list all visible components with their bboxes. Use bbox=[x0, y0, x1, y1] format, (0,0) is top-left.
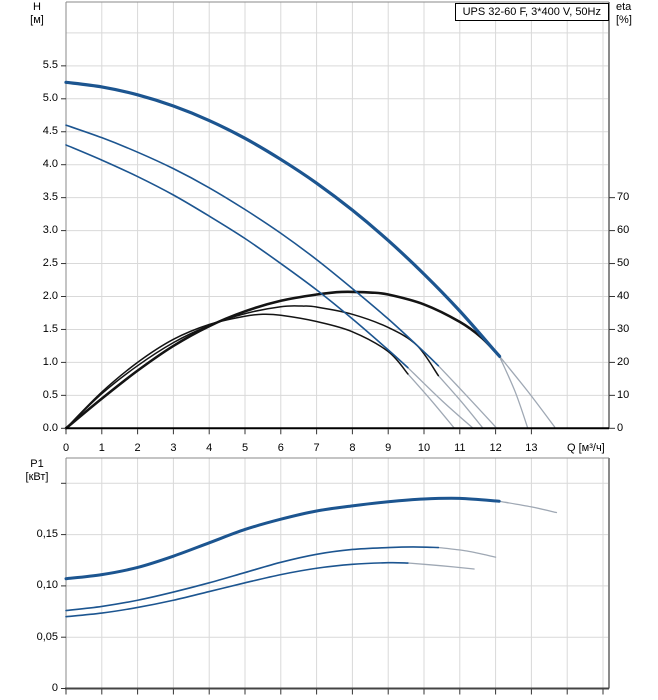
eta-speed1-extension bbox=[407, 373, 456, 429]
q-tick-label: 5 bbox=[241, 442, 249, 454]
h-tick-label: 2.0 bbox=[42, 290, 58, 302]
q-tick-label: 0 bbox=[62, 442, 70, 454]
q-tick-label: 13 bbox=[525, 442, 538, 454]
eta-tick-label: 60 bbox=[617, 224, 630, 237]
q-tick-label: 11 bbox=[454, 442, 466, 454]
h-tick-label: 3.0 bbox=[42, 224, 58, 237]
power-speed1-extension bbox=[407, 562, 475, 570]
q-tick-label: 7 bbox=[313, 442, 320, 454]
power-speed3-extension bbox=[498, 500, 558, 514]
p1-tick-label: 0,15 bbox=[36, 528, 58, 541]
h-tick-label: 2.5 bbox=[42, 257, 58, 270]
q-tick-label: 1 bbox=[98, 442, 105, 454]
h-axis-unit: [м] bbox=[30, 14, 44, 26]
h-tick-label: 4.0 bbox=[42, 158, 58, 171]
eta-tick-label: 10 bbox=[617, 388, 630, 401]
eta-axis-label: eta [%] bbox=[616, 1, 650, 27]
q-tick-label: 2 bbox=[134, 442, 141, 454]
power-speed3-curve bbox=[64, 496, 501, 581]
p1-axis-unit: [кВт] bbox=[25, 471, 49, 483]
eta-tick-label: 50 bbox=[617, 257, 630, 270]
power-speed1-curve bbox=[65, 561, 409, 618]
eta-tick-label: 40 bbox=[617, 290, 630, 302]
head-speed2-extension bbox=[437, 365, 497, 428]
h-tick-label: 1.5 bbox=[42, 322, 58, 335]
eta-speed3-curve bbox=[64, 290, 501, 430]
q-tick-label: 3 bbox=[170, 442, 177, 454]
h-tick-label: 1.0 bbox=[42, 355, 58, 368]
eta-speed3-extension bbox=[498, 355, 529, 429]
eta-axis-unit: [%] bbox=[616, 14, 632, 26]
q-axis-label: Q [м³/ч] bbox=[567, 442, 605, 454]
h-axis-symbol: H bbox=[33, 1, 41, 13]
q-tick-label: 6 bbox=[277, 442, 284, 454]
power-speed2-extension bbox=[437, 546, 497, 558]
q-tick-label: 9 bbox=[385, 442, 392, 454]
h-axis-label: H [м] bbox=[22, 1, 52, 27]
q-tick-label: 10 bbox=[417, 442, 431, 454]
eta-tick-label: 30 bbox=[617, 323, 630, 335]
q-tick-label: 12 bbox=[489, 442, 502, 454]
h-tick-label: 5.0 bbox=[42, 92, 58, 105]
q-tick-label: 8 bbox=[349, 442, 356, 454]
eta-tick-label: 20 bbox=[617, 355, 630, 368]
eta-tick-label: 70 bbox=[617, 191, 630, 204]
head-speed3-curve bbox=[64, 80, 502, 358]
eta-speed1-curve bbox=[65, 313, 409, 430]
p1-tick-label: 0,05 bbox=[36, 630, 58, 643]
head-speed1-curve bbox=[65, 144, 409, 369]
h-tick-label: 0.0 bbox=[42, 421, 58, 434]
power-speed2-curve bbox=[65, 546, 440, 612]
chart-title: UPS 32-60 F, 3*400 V, 50Hz bbox=[462, 6, 601, 18]
p1-tick-label: 0,10 bbox=[36, 579, 58, 592]
eta-tick-label: 0 bbox=[617, 421, 624, 434]
eta-speed2-extension bbox=[437, 374, 484, 429]
eta-axis-symbol: eta bbox=[616, 1, 632, 13]
p1-axis-label: P1 [кВт] bbox=[16, 458, 58, 484]
h-tick-label: 4.5 bbox=[42, 125, 58, 138]
q-tick-label: 4 bbox=[206, 442, 213, 454]
head-speed2-curve bbox=[65, 124, 440, 367]
h-tick-label: 5.5 bbox=[42, 59, 58, 72]
chart-title-box: UPS 32-60 F, 3*400 V, 50Hz bbox=[454, 3, 609, 21]
h-tick-label: 3.5 bbox=[42, 191, 58, 204]
p1-axis-symbol: P1 bbox=[30, 458, 44, 470]
eta-speed2-curve bbox=[65, 305, 440, 430]
p1-tick-label: 0 bbox=[51, 682, 58, 694]
h-tick-label: 0.5 bbox=[42, 388, 58, 401]
head-speed1-extension bbox=[407, 367, 474, 429]
head-speed3-extension bbox=[498, 355, 556, 428]
